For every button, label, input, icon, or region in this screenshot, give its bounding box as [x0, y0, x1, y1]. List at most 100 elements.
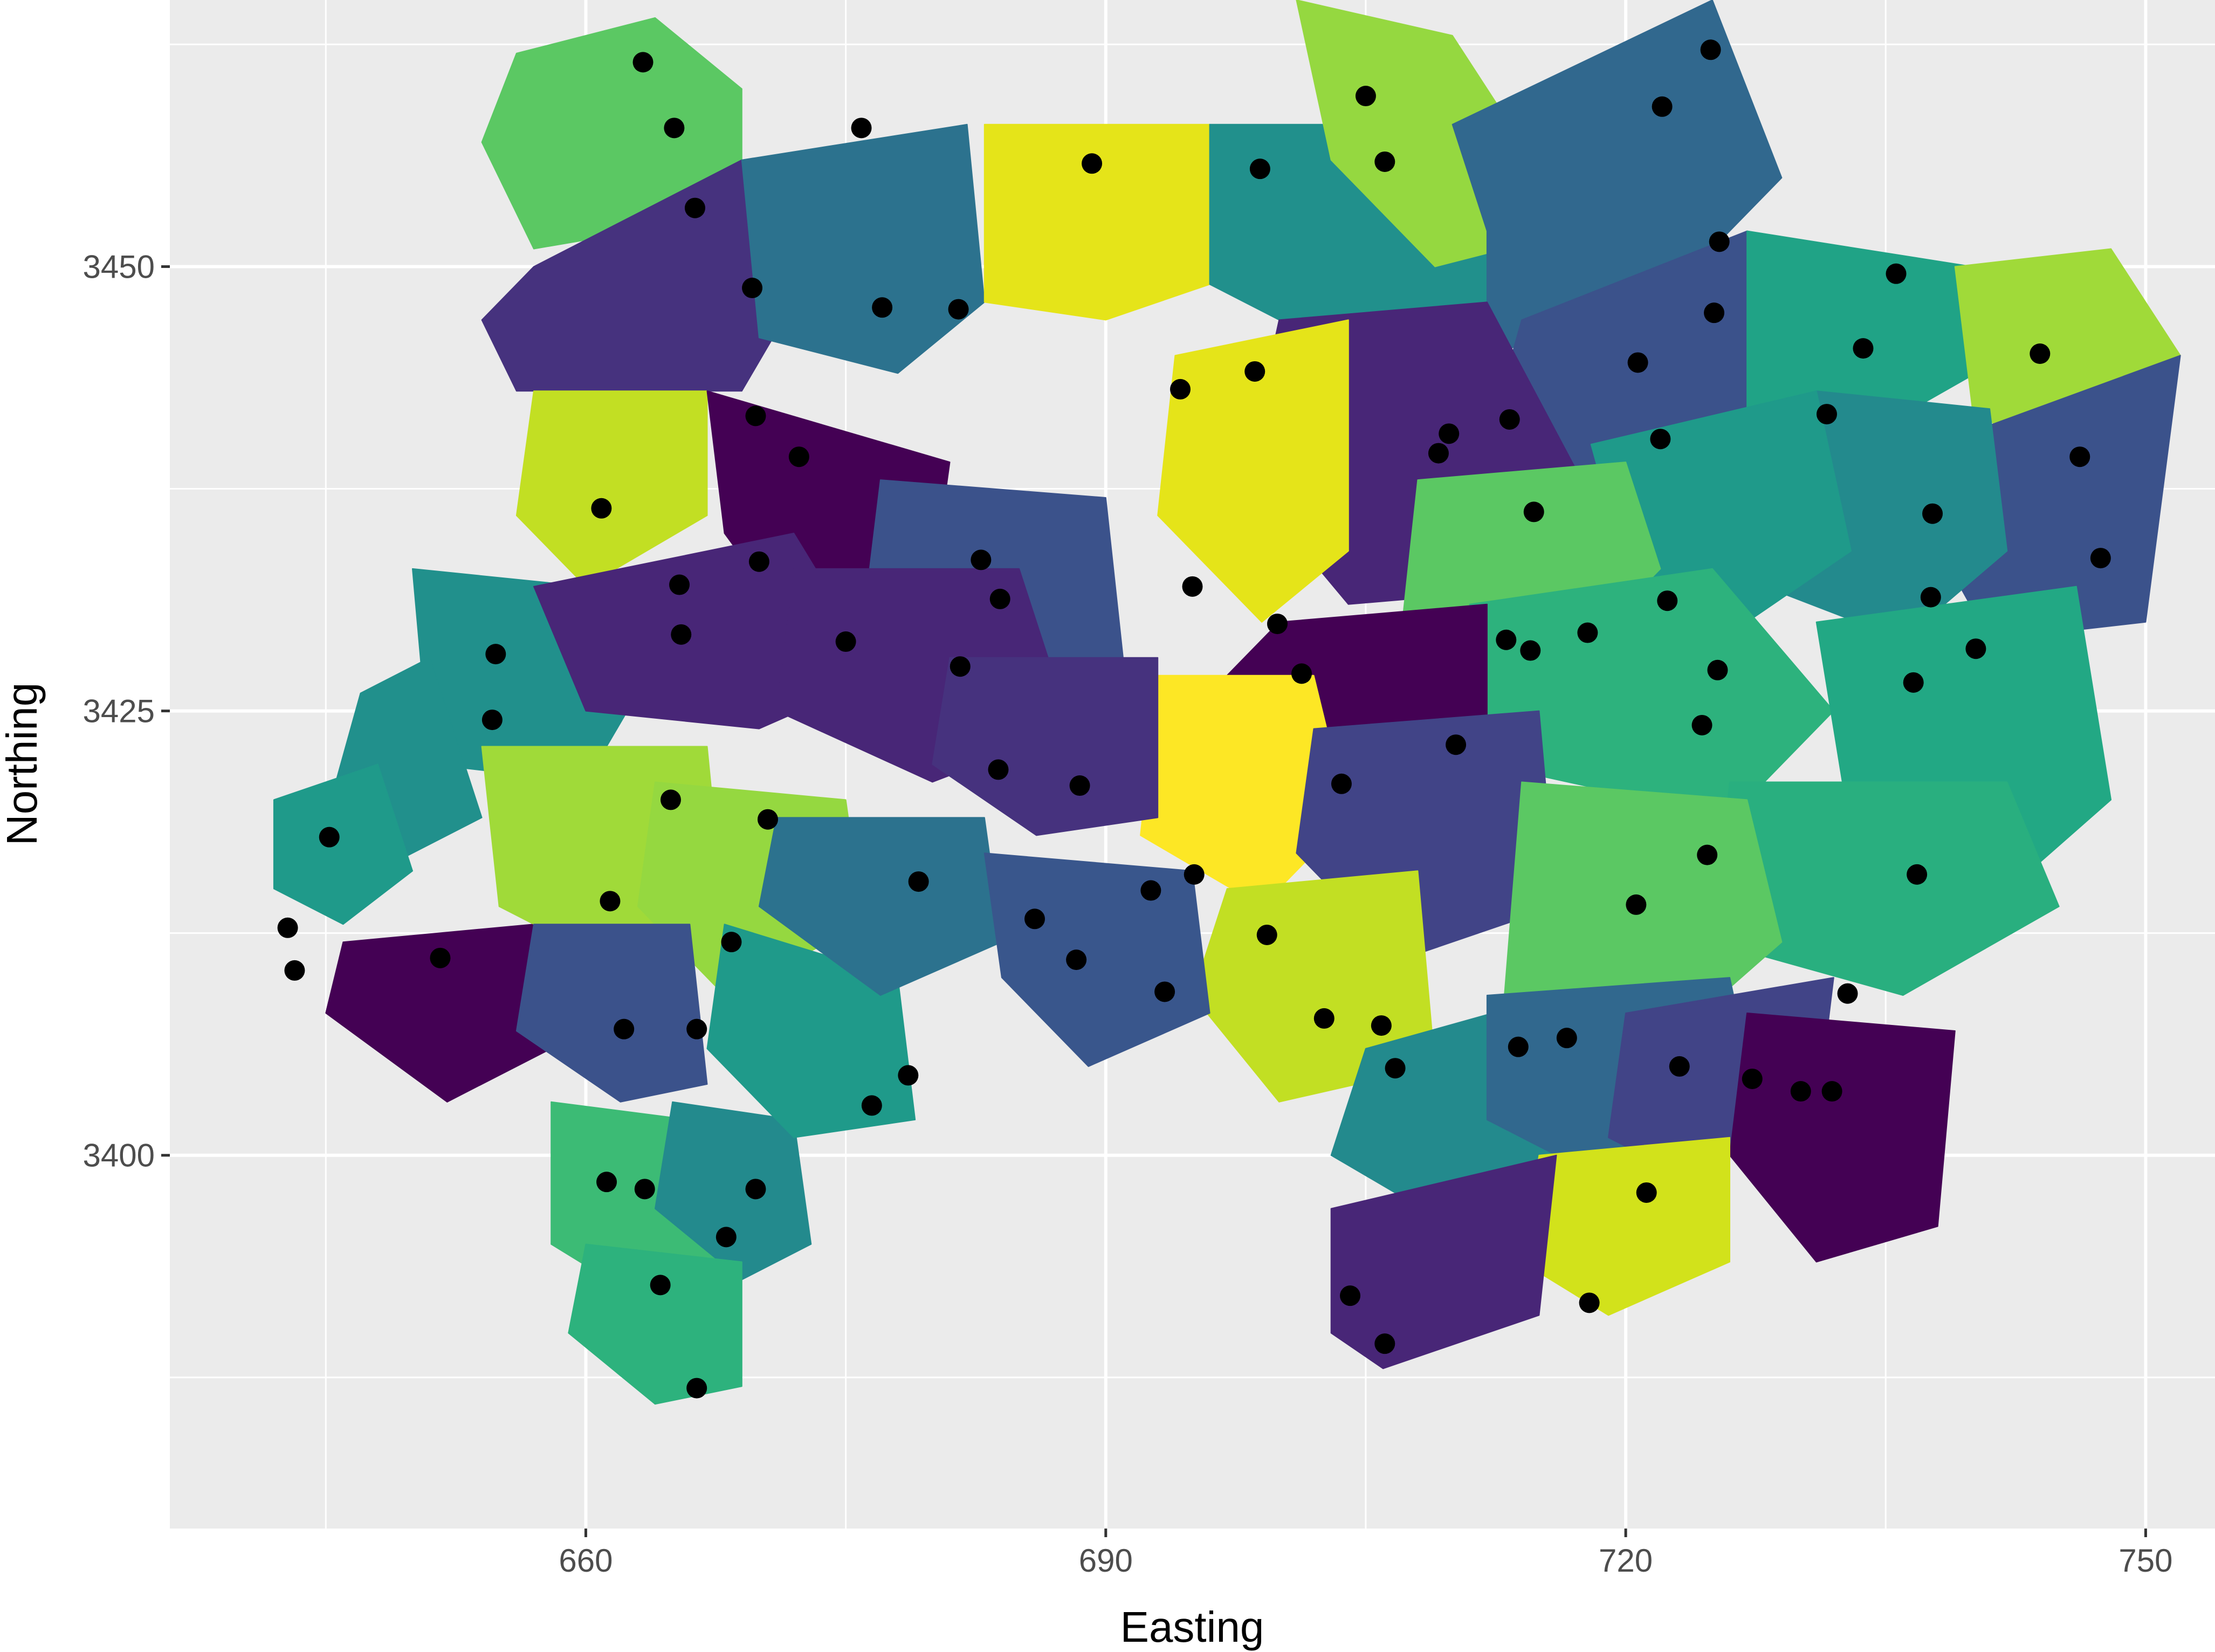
sample-point	[1184, 864, 1205, 885]
sample-point	[660, 789, 681, 810]
voronoi-region	[1330, 1154, 1557, 1369]
sample-point	[1267, 614, 1288, 635]
sample-point	[1069, 775, 1090, 796]
sample-point	[1024, 908, 1045, 930]
sample-point	[1697, 844, 1718, 865]
sample-point	[1790, 1081, 1811, 1102]
sample-point	[1496, 629, 1517, 650]
sample-point	[1886, 263, 1907, 284]
sample-point	[1556, 1028, 1577, 1049]
sample-point	[2069, 446, 2090, 467]
sample-point	[1428, 443, 1449, 464]
sample-point	[1816, 404, 1837, 425]
sample-point	[2030, 343, 2051, 364]
sample-point	[671, 624, 692, 645]
y-tick-label: 3400	[83, 1138, 155, 1174]
sample-point	[908, 871, 929, 892]
sample-point	[600, 891, 621, 912]
sample-point	[684, 197, 705, 218]
sample-point	[1707, 659, 1728, 680]
sample-point	[1154, 981, 1175, 1002]
sample-point	[1742, 1068, 1763, 1089]
sample-point	[319, 827, 340, 848]
sample-point	[1657, 590, 1678, 611]
sample-point	[1922, 503, 1943, 524]
sample-point	[1700, 39, 1721, 60]
sample-points	[277, 39, 2111, 1399]
voronoi-region	[273, 763, 413, 925]
voronoi-region	[1746, 230, 2008, 445]
voronoi-region	[1157, 319, 1349, 623]
sample-point	[1837, 983, 1858, 1004]
sample-point	[634, 1179, 655, 1200]
sample-point	[988, 759, 1009, 780]
sample-point	[1374, 151, 1395, 172]
sample-point	[757, 809, 778, 830]
sample-point	[948, 299, 969, 320]
sample-point	[1691, 714, 1712, 735]
voronoi-region	[1729, 1013, 1956, 1263]
axis-ticks	[161, 265, 2147, 1537]
sample-point	[1579, 1292, 1600, 1313]
sample-point	[596, 1172, 617, 1193]
sample-point	[1920, 587, 1941, 608]
sample-point	[898, 1065, 919, 1086]
sample-point	[745, 405, 766, 426]
x-tick-label: 720	[1599, 1543, 1653, 1579]
sample-point	[1256, 924, 1277, 945]
sample-point	[861, 1095, 882, 1116]
sample-point	[1140, 880, 1161, 901]
sample-point	[284, 960, 305, 981]
sample-point	[1355, 86, 1376, 107]
sample-point	[742, 278, 763, 299]
voronoi-region	[758, 817, 1002, 996]
sample-point	[950, 656, 971, 677]
sample-point	[1523, 501, 1544, 522]
sample-point	[851, 118, 872, 139]
sample-point	[1907, 864, 1928, 885]
sample-point	[1652, 96, 1673, 117]
sample-point	[1244, 361, 1265, 382]
sample-point	[1853, 338, 1874, 359]
sample-point	[1627, 352, 1648, 373]
sample-point	[1340, 1285, 1361, 1306]
sample-point	[989, 588, 1010, 609]
sample-point	[650, 1275, 671, 1296]
sample-point	[1082, 153, 1103, 174]
sample-point	[485, 644, 506, 665]
x-axis-title: Easting	[1120, 1603, 1264, 1651]
sample-point	[277, 917, 298, 938]
sample-point	[1903, 672, 1924, 693]
sample-point	[1626, 894, 1647, 915]
sample-point	[1577, 622, 1598, 643]
voronoi-regions	[273, 0, 2181, 1405]
voronoi-region	[515, 390, 708, 587]
sample-point	[788, 446, 809, 467]
voronoi-region	[932, 657, 1159, 836]
sample-point	[1520, 640, 1541, 661]
sample-point	[1669, 1056, 1690, 1077]
sample-point	[1371, 1015, 1392, 1036]
sample-point	[1508, 1036, 1529, 1057]
sample-point	[1182, 576, 1203, 597]
sample-point	[632, 52, 654, 73]
sample-point	[872, 297, 893, 318]
sample-point	[614, 1018, 635, 1040]
sample-point	[1170, 378, 1191, 400]
sample-point	[1446, 734, 1467, 755]
sample-point	[1313, 1008, 1334, 1029]
sample-point	[1291, 663, 1312, 684]
sample-point	[1374, 1333, 1395, 1354]
sample-point	[1704, 302, 1725, 323]
y-tick-label: 3450	[83, 249, 155, 285]
sample-point	[1821, 1081, 1842, 1102]
sample-point	[1385, 1058, 1406, 1079]
voronoi-region	[983, 852, 1210, 1067]
sample-point	[748, 551, 769, 572]
sample-point	[1709, 231, 1730, 252]
y-tick-label: 3425	[83, 693, 155, 729]
voronoi-region	[325, 924, 552, 1103]
sample-point	[481, 710, 503, 731]
sample-point	[1965, 638, 1986, 659]
